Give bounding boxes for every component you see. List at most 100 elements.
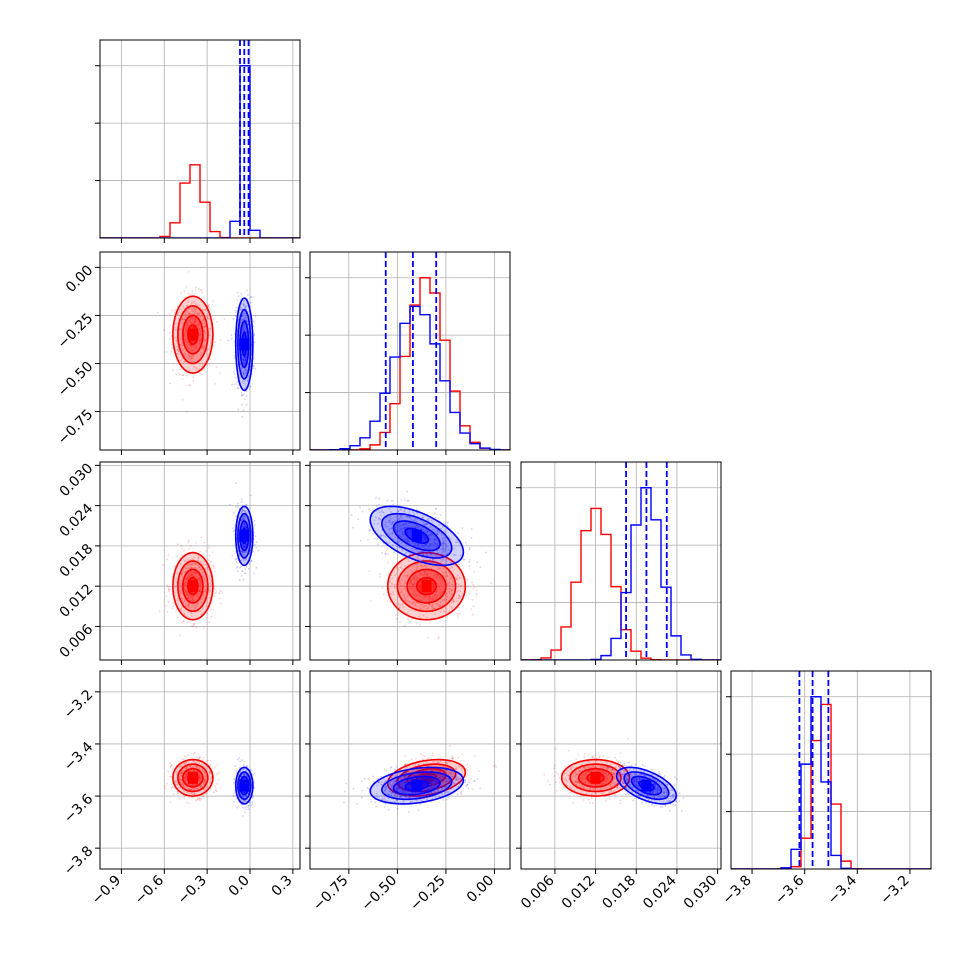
scatter-point [388, 520, 391, 522]
scatter-point [241, 815, 244, 817]
scatter-point [188, 606, 191, 609]
scatter-point [203, 771, 206, 773]
scatter-point [252, 365, 255, 368]
scatter-point [398, 606, 401, 609]
scatter-point [202, 571, 205, 574]
scatter-point [204, 585, 207, 587]
scatter-point [432, 574, 435, 576]
scatter-point [424, 755, 426, 758]
scatter-point [227, 339, 230, 342]
scatter-point [193, 361, 196, 363]
scatter-point [242, 393, 245, 396]
scatter-point [209, 589, 212, 591]
scatter-point [188, 796, 191, 799]
scatter-point [242, 799, 245, 802]
scatter-point [243, 525, 246, 528]
scatter-point [188, 312, 191, 315]
panel-2-2 [516, 461, 722, 665]
scatter-point [404, 763, 407, 766]
scatter-point [244, 523, 247, 525]
scatter-point [198, 323, 201, 326]
scatter-point [420, 572, 422, 575]
scatter-point [428, 621, 431, 624]
scatter-point [187, 567, 190, 569]
scatter-point [384, 521, 387, 523]
scatter-point [245, 358, 247, 361]
scatter-point [385, 553, 387, 555]
scatter-point [412, 549, 415, 552]
scatter-point [424, 537, 426, 539]
scatter-point [190, 789, 193, 791]
scatter-point [183, 775, 186, 778]
scatter-point [415, 622, 418, 625]
scatter-point [410, 779, 413, 782]
scatter-point [438, 531, 441, 533]
scatter-point [181, 378, 184, 380]
scatter-point [178, 317, 180, 320]
scatter-point [197, 555, 200, 558]
scatter-point [395, 788, 398, 791]
scatter-point [428, 545, 430, 547]
scatter-point [238, 757, 240, 759]
scatter-point [412, 593, 414, 596]
scatter-point [193, 753, 195, 755]
scatter-point [461, 527, 464, 530]
scatter-point [243, 370, 245, 373]
scatter-point [408, 510, 411, 512]
scatter-point [187, 572, 190, 575]
scatter-point [247, 294, 249, 296]
scatter-point [441, 599, 444, 602]
scatter-point [415, 549, 417, 551]
density-contour [404, 527, 430, 544]
density-contour [237, 308, 252, 380]
scatter-point [467, 586, 469, 589]
scatter-point [242, 553, 244, 556]
scatter-point [180, 592, 183, 595]
scatter-point [213, 567, 215, 570]
scatter-point [188, 605, 191, 607]
scatter-point [184, 755, 187, 758]
scatter-point [199, 773, 201, 776]
scatter-point [169, 766, 172, 768]
scatter-point [424, 595, 427, 598]
scatter-point [437, 774, 439, 776]
scatter-point [199, 327, 201, 330]
scatter-point [244, 510, 247, 513]
scatter-point [239, 512, 242, 515]
scatter-point [242, 544, 245, 547]
scatter-point [422, 516, 424, 519]
scatter-point [192, 380, 195, 383]
scatter-point [418, 550, 421, 553]
scatter-point [188, 320, 191, 323]
scatter-point [456, 574, 459, 576]
scatter-point [436, 543, 438, 545]
scatter-point [186, 340, 188, 343]
scatter-point [199, 799, 201, 802]
scatter-point [184, 311, 187, 314]
scatter-point [240, 559, 243, 561]
scatter-point [186, 779, 188, 782]
scatter-point [473, 755, 476, 757]
scatter-point [391, 783, 393, 786]
scatter-point [241, 550, 244, 553]
scatter-point [377, 509, 380, 512]
scatter-point [193, 622, 196, 625]
scatter-point [181, 758, 184, 761]
scatter-point [185, 603, 188, 606]
scatter-point [204, 339, 207, 342]
scatter-point [463, 558, 466, 561]
scatter-point [204, 332, 206, 335]
scatter-point [178, 589, 181, 592]
scatter-point [240, 518, 243, 521]
scatter-point [399, 582, 402, 585]
scatter-point [250, 301, 253, 304]
scatter-point [185, 775, 188, 778]
scatter-point [199, 580, 202, 583]
scatter-point [431, 769, 434, 772]
scatter-point [191, 290, 194, 293]
scatter-point [422, 575, 425, 577]
scatter-point [436, 533, 438, 536]
scatter-point [202, 344, 205, 347]
scatter-point [201, 346, 203, 349]
panel-frame [309, 461, 511, 661]
